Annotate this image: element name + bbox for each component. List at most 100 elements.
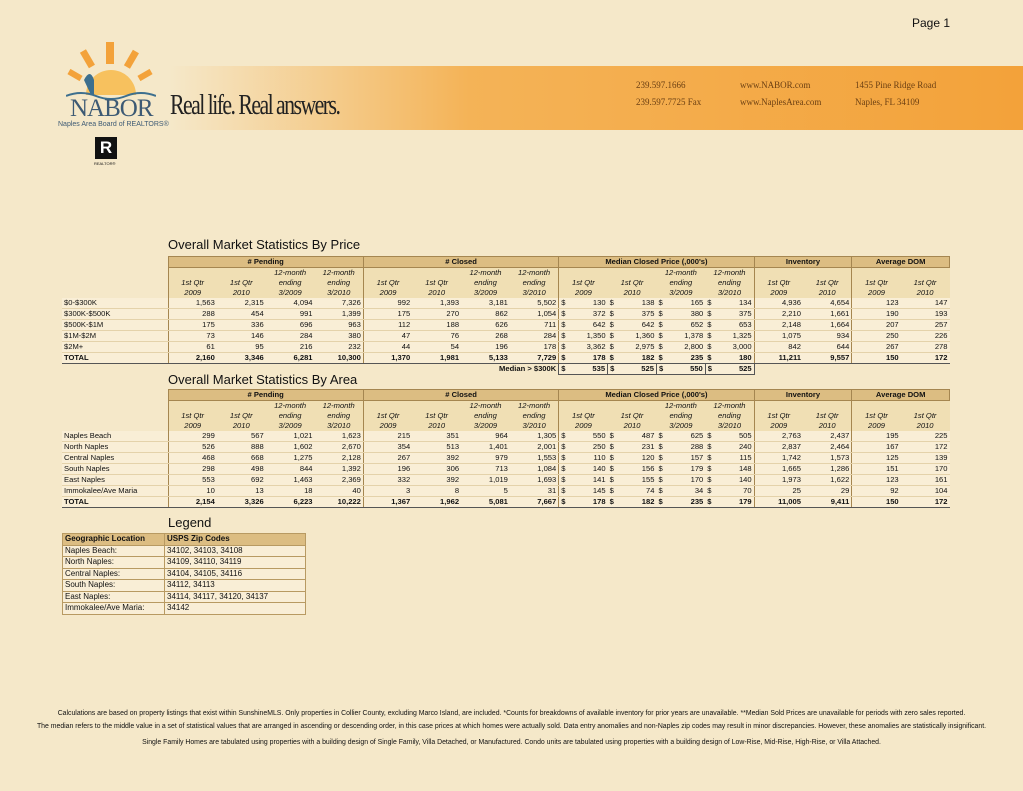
value: 145 bbox=[592, 486, 606, 495]
value-cell: 6,281 bbox=[265, 352, 315, 364]
value: 642 bbox=[641, 320, 655, 329]
price-cell: $652 bbox=[656, 319, 706, 331]
value: 550 bbox=[690, 364, 703, 374]
value-cell: 567 bbox=[216, 431, 266, 442]
value-cell: 991 bbox=[265, 308, 315, 320]
column-header bbox=[607, 400, 657, 411]
price-cell: $179 bbox=[656, 463, 706, 475]
group-header: Median Closed Price (,000's) bbox=[558, 256, 755, 268]
price-cell: $2,800 bbox=[656, 341, 706, 353]
column-header-row: 1st Qtr 1st Qtr ending ending 1st Qtr 1st Qtr… bbox=[62, 278, 950, 288]
column-header: 3/2009 bbox=[656, 288, 706, 298]
column-header: 1st Qtr bbox=[558, 411, 608, 421]
value-cell: 7,667 bbox=[509, 496, 559, 508]
currency: $ bbox=[609, 431, 614, 440]
column-header: 2010 bbox=[900, 288, 950, 298]
data-row: North Naples 526 888 1,602 2,670 354 513 1,401 2… bbox=[62, 441, 950, 453]
legend-cell: 34102, 34103, 34108 bbox=[164, 544, 306, 557]
currency: $ bbox=[707, 364, 713, 374]
table-title: Overall Market Statistics By Area bbox=[168, 372, 358, 387]
column-header bbox=[607, 267, 657, 278]
value-cell: 172 bbox=[900, 496, 950, 508]
column-header-row: 2009 2010 3/2009 3/2010 2009 2010 3/2009 3/2010… bbox=[62, 288, 950, 298]
value-cell: 170 bbox=[900, 463, 950, 475]
column-header: 2009 bbox=[558, 421, 608, 431]
column-header: ending bbox=[509, 278, 559, 288]
column-header: 12-month bbox=[656, 267, 706, 278]
currency: $ bbox=[658, 486, 663, 495]
price-cell: $3,362 bbox=[558, 341, 608, 353]
value-cell: 468 bbox=[167, 452, 217, 464]
logo-art bbox=[66, 42, 156, 100]
data-row: $500K-$1M 175 336 696 963 112 188 626 711 $642 $64… bbox=[62, 319, 950, 331]
value-cell: 76 bbox=[412, 330, 462, 342]
value: 505 bbox=[738, 431, 752, 440]
value-cell: 2,670 bbox=[314, 441, 364, 453]
currency: $ bbox=[561, 320, 566, 329]
value-cell: 95 bbox=[216, 341, 266, 353]
value-cell: 1,563 bbox=[167, 298, 217, 309]
value: 3,000 bbox=[732, 342, 752, 351]
realtor-mark: R bbox=[95, 137, 117, 159]
value-cell: 188 bbox=[412, 319, 462, 331]
row-label: Central Naples bbox=[62, 452, 168, 464]
price-cell: $525 bbox=[704, 363, 755, 375]
value-cell: 2,128 bbox=[314, 452, 364, 464]
price-cell: $138 bbox=[607, 298, 657, 309]
row-label: $0-$300K bbox=[62, 298, 168, 309]
legend-header-row: Geographic Location USPS Zip Codes bbox=[62, 533, 306, 546]
column-header: 2010 bbox=[607, 288, 657, 298]
value-cell: 354 bbox=[362, 441, 413, 453]
value-cell: 123 bbox=[851, 298, 901, 309]
data-row: East Naples 553 692 1,463 2,369 332 392 1,019 1,… bbox=[62, 474, 950, 486]
value: 235 bbox=[690, 353, 704, 363]
value-cell: 216 bbox=[265, 341, 315, 353]
column-header: 1st Qtr bbox=[412, 278, 462, 288]
footnote: The median refers to the middle value in… bbox=[36, 723, 987, 730]
column-header: 2009 bbox=[753, 421, 803, 431]
value: 70 bbox=[743, 486, 752, 495]
column-header bbox=[851, 267, 901, 278]
price-cell: $231 bbox=[607, 441, 657, 453]
row-label: $500K-$1M bbox=[62, 319, 168, 331]
currency: $ bbox=[658, 320, 663, 329]
value: 180 bbox=[738, 353, 752, 363]
column-header: 2009 bbox=[753, 288, 803, 298]
column-header bbox=[851, 400, 901, 411]
price-cell: $525 bbox=[607, 363, 657, 375]
value-cell: 11,005 bbox=[753, 496, 803, 508]
column-header bbox=[558, 267, 608, 278]
footnote: Single Family Homes are tabulated using … bbox=[142, 739, 881, 746]
column-header: 1st Qtr bbox=[216, 411, 266, 421]
column-header: ending bbox=[461, 278, 510, 288]
value-cell: 10,222 bbox=[314, 496, 364, 508]
group-header: # Closed bbox=[362, 389, 560, 401]
website: www.NABOR.com bbox=[740, 80, 811, 90]
price-cell: $3,000 bbox=[705, 341, 755, 353]
column-header: 2010 bbox=[216, 288, 266, 298]
column-header: 2009 bbox=[362, 421, 413, 431]
value: 1,378 bbox=[684, 331, 704, 340]
data-row: Central Naples 468 668 1,275 2,128 267 392 979 1… bbox=[62, 452, 950, 464]
value-cell: 5 bbox=[461, 485, 510, 497]
row-label: Immokalee/Ave Maria bbox=[62, 485, 168, 497]
price-cell: $487 bbox=[607, 431, 657, 442]
value-cell: 61 bbox=[167, 341, 217, 353]
legend-cell: North Naples: bbox=[62, 556, 165, 569]
value: 525 bbox=[641, 364, 654, 374]
currency: $ bbox=[561, 475, 566, 484]
value-cell: 4,094 bbox=[265, 298, 315, 309]
value-cell: 150 bbox=[851, 496, 901, 508]
column-header: 1st Qtr bbox=[412, 411, 462, 421]
value-cell: 4,654 bbox=[802, 298, 852, 309]
value-cell: 250 bbox=[851, 330, 901, 342]
phone: 239.597.1666 bbox=[636, 80, 686, 90]
value-cell: 123 bbox=[851, 474, 901, 486]
currency: $ bbox=[707, 342, 712, 351]
value-cell: 267 bbox=[851, 341, 901, 353]
value-cell: 1,664 bbox=[802, 319, 852, 331]
value-cell: 842 bbox=[753, 341, 803, 353]
value: 165 bbox=[690, 298, 704, 307]
legend-row: East Naples: 34114, 34117, 34120, 34137 bbox=[62, 590, 306, 603]
currency: $ bbox=[609, 497, 614, 507]
